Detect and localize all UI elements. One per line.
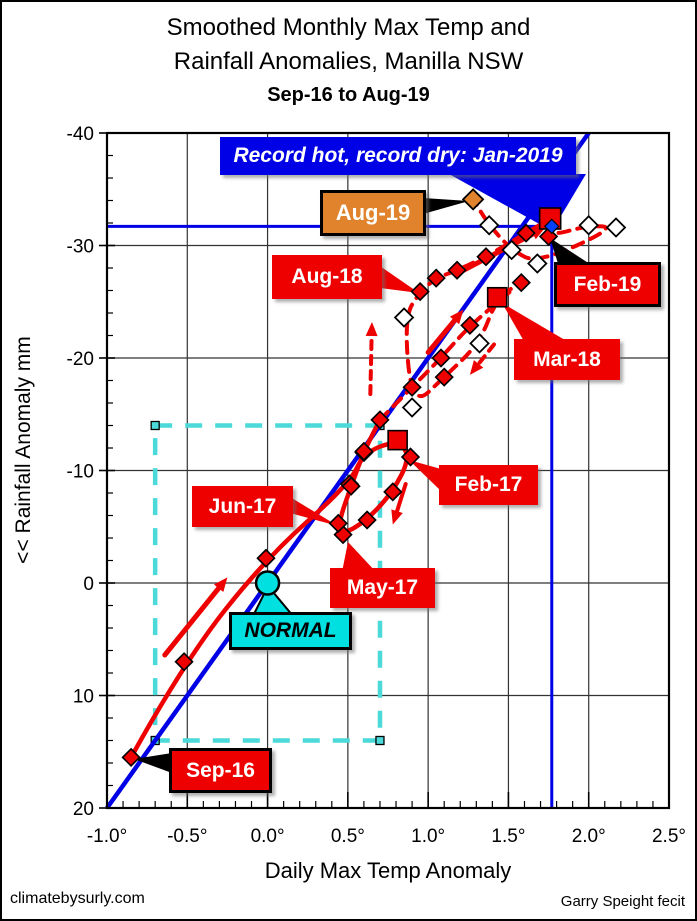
annotation-aug-18: Aug-18 (272, 255, 382, 299)
annotation-normal: NORMAL (229, 612, 352, 650)
x-tick-label: 1.5° (491, 826, 525, 847)
callout-sep-16 (134, 753, 172, 773)
annotation-aug-19: Aug-19 (320, 190, 426, 236)
y-tick-label: -20 (67, 349, 94, 370)
plot-frame (105, 131, 671, 810)
marker-normal-point (254, 570, 281, 596)
annotation-feb-17: Feb-17 (439, 465, 538, 505)
marker-record-point (543, 218, 560, 235)
marker-Jul-19 (478, 214, 500, 236)
y-tick-label: -40 (67, 124, 94, 145)
marker-Mar-19 (578, 214, 599, 236)
direction-arrowhead (365, 322, 378, 337)
marker-Oct-16 (174, 652, 194, 672)
normal-range-corner (150, 420, 160, 431)
direction-arrow (393, 482, 408, 518)
direction-arrowhead (530, 227, 546, 240)
marker-Mar-17 (400, 447, 421, 467)
marker-Mar-18 (486, 286, 508, 308)
marker-May-18 (434, 367, 454, 387)
chart-subtitle: Sep-16 to Aug-19 (267, 84, 430, 106)
marker-May-19 (527, 253, 548, 274)
y-axis-title: << Rainfall Anomaly mm (12, 336, 35, 564)
credit-website: climatebysurly.com (10, 890, 145, 907)
marker-Aug-19 (461, 188, 485, 211)
marker-Sep-16 (121, 747, 141, 768)
x-tick-label: 0.0° (251, 826, 285, 847)
x-tick-label: 2.0° (572, 826, 606, 847)
y-tick-label: 20 (73, 799, 94, 820)
annotation-sep-16: Sep-16 (169, 748, 272, 793)
marker-Feb-18 (511, 272, 531, 293)
chart-title-line2: Rainfall Anomalies, Manilla NSW (173, 48, 524, 75)
direction-arrow (162, 581, 225, 658)
marker-Jun-19 (501, 239, 522, 261)
marker-Dec-18 (516, 223, 536, 243)
annotation-feb-19: Feb-19 (554, 262, 661, 307)
x-tick-label: 2.5° (652, 826, 686, 847)
x-axis-title: Daily Max Temp Anomaly (264, 858, 512, 883)
callout-may-17 (342, 542, 376, 572)
callout-feb-17 (409, 460, 441, 491)
direction-arrow (425, 314, 461, 355)
direction-arrow (368, 328, 374, 396)
callout-mar-18 (502, 303, 570, 343)
marker-Apr-18 (469, 333, 490, 354)
y-tick-label: -10 (67, 462, 94, 483)
marker-Oct-17 (370, 410, 390, 430)
y-tick-label: 10 (73, 687, 94, 708)
y-tick-label: -30 (67, 237, 94, 258)
callout-aug-18 (380, 266, 419, 293)
direction-arrowhead (213, 577, 228, 593)
marker-Sep-17 (354, 441, 374, 462)
normal-range-corner (375, 735, 385, 746)
chart-title-line1: Smoothed Monthly Max Temp and (166, 14, 531, 41)
direction-arrowhead (449, 309, 464, 325)
marker-Jun-18 (401, 397, 423, 418)
x-tick-label: -0.5° (167, 826, 207, 847)
marker-Dec-17 (431, 348, 451, 368)
callout-jun-17 (290, 497, 338, 526)
marker-Nov-18 (476, 247, 496, 267)
marker-Aug-17 (341, 476, 361, 496)
marker-Nov-16 (256, 548, 276, 568)
marker-Aug-18 (410, 281, 430, 302)
marker-Oct-18 (447, 260, 467, 280)
direction-arrowhead (391, 509, 403, 525)
marker-Apr-19 (605, 217, 627, 238)
x-tick-label: 1.0° (411, 826, 445, 847)
marker-Nov-17 (402, 377, 422, 397)
y-tick-label: 0 (83, 574, 94, 595)
annotation-mar-18: Mar-18 (514, 339, 620, 380)
annotation-jun-17: Jun-17 (192, 486, 293, 527)
marker-May-17 (357, 510, 377, 530)
x-tick-label: 0.5° (331, 826, 365, 847)
credit-author: Garry Speight fecit (560, 893, 685, 910)
callout-aug-19 (423, 198, 469, 214)
marker-Jan-18 (460, 315, 480, 336)
annotation-record-banner: Record hot, record dry: Jan-2019 (220, 137, 576, 175)
x-tick-label: -1.0° (87, 826, 127, 847)
marker-Apr-17 (383, 482, 403, 502)
marker-Jul-18 (393, 307, 415, 328)
direction-arrowhead (469, 360, 484, 375)
marker-Jul-17 (328, 513, 348, 534)
annotation-may-17: May-17 (330, 568, 435, 608)
marker-Sep-18 (426, 268, 446, 288)
marker-Feb-17 (387, 429, 408, 451)
